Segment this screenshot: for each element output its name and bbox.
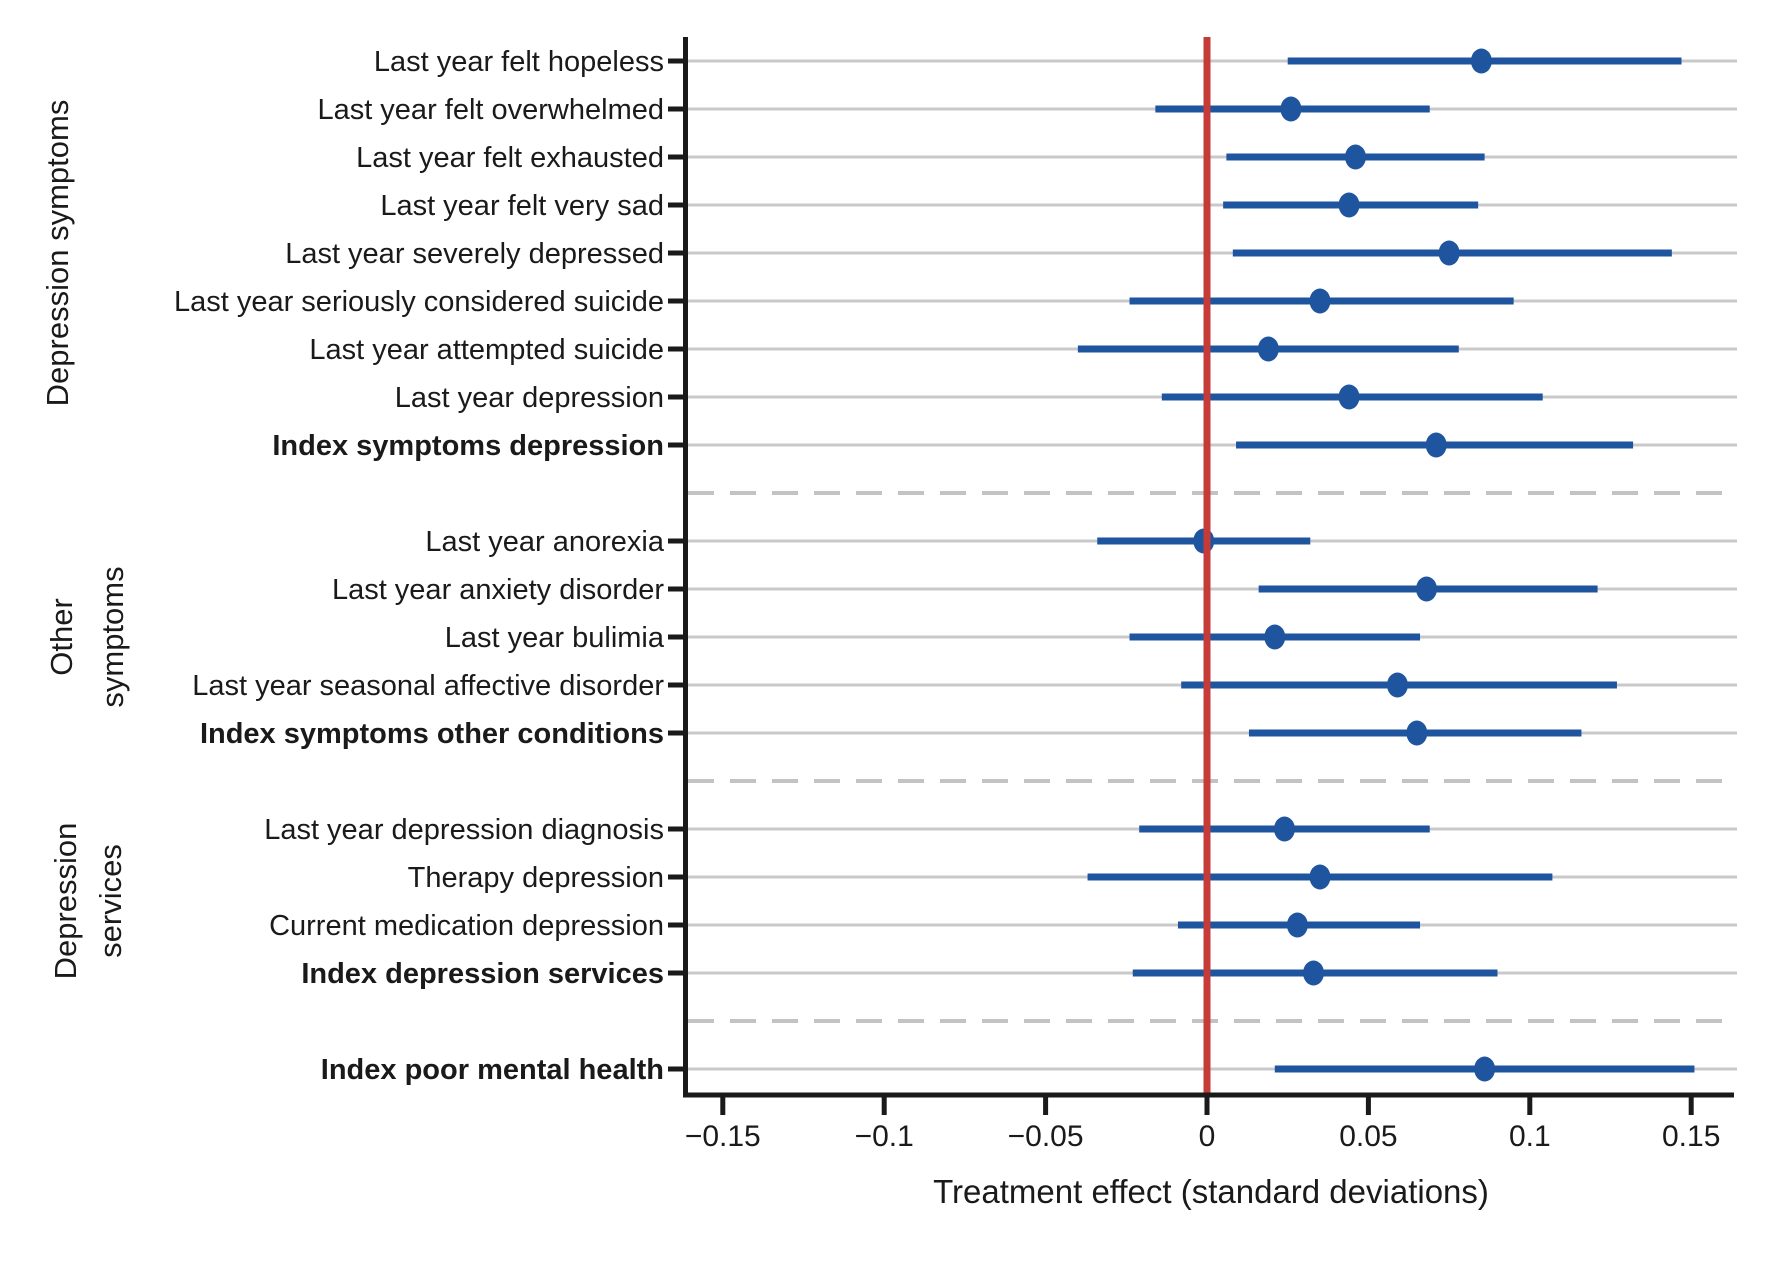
point-estimate (1309, 288, 1331, 314)
x-tick-label: −0.05 (1008, 1120, 1084, 1153)
point-estimate (1309, 864, 1331, 890)
row-label: Current medication depression (269, 910, 664, 942)
point-estimate (1264, 624, 1286, 650)
row-label: Last year depression diagnosis (264, 814, 664, 846)
point-estimate (1338, 384, 1360, 410)
group-label: symptoms (95, 566, 130, 707)
point-estimate (1416, 576, 1438, 602)
point-estimate (1438, 240, 1460, 266)
row-label: Last year seriously considered suicide (174, 286, 664, 318)
row-label: Last year severely depressed (285, 238, 664, 270)
point-estimate (1280, 96, 1302, 122)
x-tick-label: −0.1 (855, 1120, 914, 1153)
x-tick-label: 0.1 (1509, 1120, 1551, 1153)
group-label: services (93, 844, 128, 958)
point-estimate (1338, 192, 1360, 218)
row-label: Last year felt hopeless (374, 46, 664, 78)
row-label: Index poor mental health (321, 1054, 664, 1086)
row-label: Index depression services (301, 958, 664, 990)
group-label: Depression symptoms (40, 100, 75, 407)
point-estimate (1303, 960, 1325, 986)
row-label: Last year felt very sad (380, 190, 664, 222)
row-label: Last year attempted suicide (309, 334, 664, 366)
x-tick-label: 0.15 (1662, 1120, 1720, 1153)
point-estimate (1386, 672, 1408, 698)
row-label: Last year felt overwhelmed (317, 94, 664, 126)
row-label: Last year seasonal affective disorder (192, 670, 664, 702)
row-label: Last year felt exhausted (356, 142, 664, 174)
point-estimate (1273, 816, 1295, 842)
point-estimate (1474, 1056, 1496, 1082)
row-label: Last year bulimia (445, 622, 665, 654)
x-tick-label: −0.15 (685, 1120, 761, 1153)
row-label: Last year anorexia (425, 526, 664, 558)
x-axis-title: Treatment effect (standard deviations) (933, 1173, 1489, 1210)
row-label: Therapy depression (408, 862, 664, 894)
point-estimate (1344, 144, 1366, 170)
x-tick-label: 0 (1199, 1120, 1216, 1153)
row-label: Last year depression (395, 382, 664, 414)
group-label: Depression (48, 823, 83, 980)
group-label: Other (44, 598, 79, 676)
point-estimate (1286, 912, 1308, 938)
row-label: Index symptoms depression (272, 430, 664, 462)
x-tick-label: 0.05 (1339, 1120, 1397, 1153)
row-label: Index symptoms other conditions (200, 718, 664, 750)
point-estimate (1470, 48, 1492, 74)
point-estimate (1425, 432, 1447, 458)
point-estimate (1257, 336, 1279, 362)
point-estimate (1406, 720, 1428, 746)
row-label: Last year anxiety disorder (332, 574, 664, 606)
